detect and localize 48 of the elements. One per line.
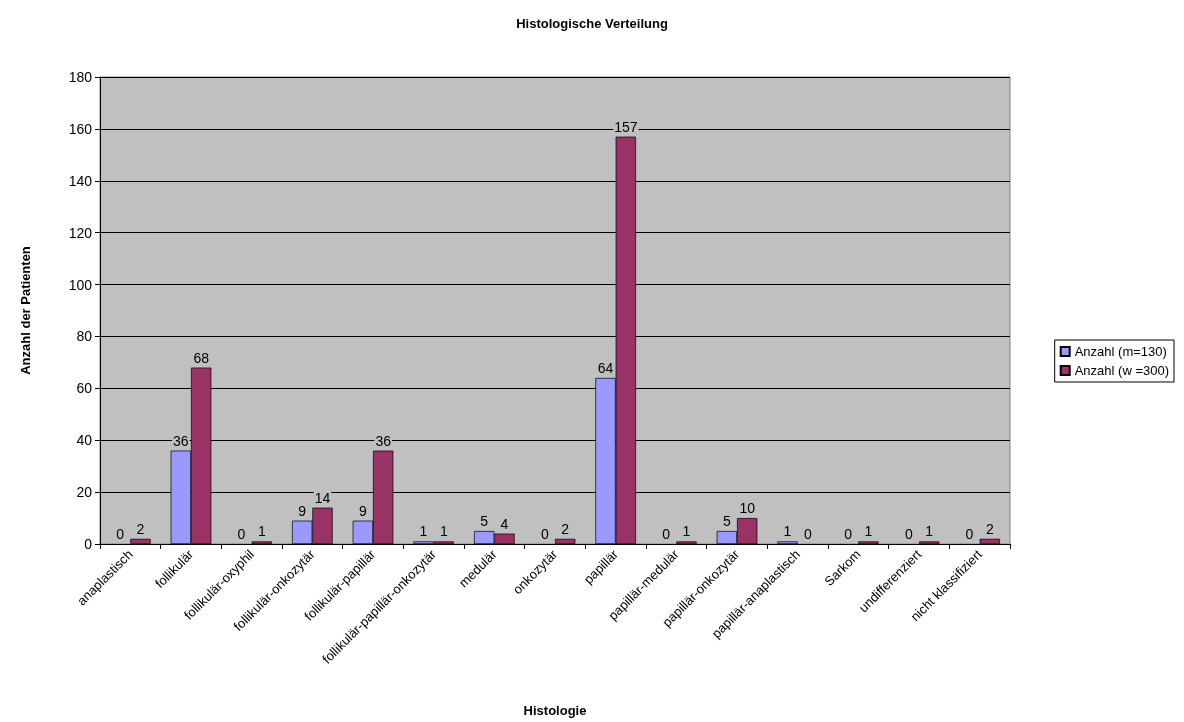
y-tick-label: 80 bbox=[76, 328, 93, 345]
bar bbox=[555, 538, 576, 544]
legend-label: Anzahl (m=130) bbox=[1074, 344, 1167, 359]
data-label: 0 bbox=[904, 526, 913, 542]
data-label: 1 bbox=[783, 523, 792, 540]
data-label: 0 bbox=[844, 526, 853, 542]
chart-title: Histologische Verteilung bbox=[516, 16, 668, 31]
data-label: 68 bbox=[193, 349, 210, 366]
data-label: 9 bbox=[298, 502, 307, 519]
bar bbox=[130, 538, 151, 544]
data-label: 0 bbox=[965, 526, 974, 542]
data-label: 1 bbox=[925, 523, 934, 540]
data-label: 4 bbox=[500, 515, 509, 532]
y-tick-label: 20 bbox=[76, 484, 93, 501]
data-label: 1 bbox=[864, 523, 873, 540]
bar bbox=[979, 538, 1000, 544]
x-axis-title: Histologie bbox=[523, 703, 587, 718]
data-label: 5 bbox=[480, 513, 489, 530]
data-label: 157 bbox=[614, 118, 638, 135]
data-label: 1 bbox=[257, 523, 266, 540]
y-tick-label: 160 bbox=[68, 120, 93, 137]
y-tick-label: 60 bbox=[76, 380, 93, 397]
data-label: 36 bbox=[375, 432, 392, 449]
data-label: 2 bbox=[561, 520, 570, 537]
y-tick-label: 120 bbox=[68, 224, 93, 241]
data-label: 14 bbox=[314, 489, 331, 506]
y-axis-title: Anzahl der Patienten bbox=[18, 246, 33, 375]
legend-label: Anzahl (w =300) bbox=[1074, 363, 1170, 378]
data-label: 1 bbox=[419, 523, 428, 540]
data-label: 1 bbox=[439, 523, 448, 540]
data-label: 0 bbox=[803, 526, 812, 542]
data-label: 0 bbox=[116, 526, 125, 542]
y-tick-label: 0 bbox=[84, 536, 93, 552]
data-label: 0 bbox=[540, 526, 549, 542]
data-label: 2 bbox=[136, 520, 145, 537]
y-tick-label: 100 bbox=[68, 276, 93, 293]
data-label: 9 bbox=[358, 502, 367, 519]
y-tick-label: 140 bbox=[68, 172, 93, 189]
data-label: 64 bbox=[597, 359, 614, 376]
data-label: 2 bbox=[985, 520, 994, 537]
y-tick-label: 180 bbox=[68, 69, 93, 85]
data-label: 0 bbox=[237, 526, 246, 542]
data-label: 5 bbox=[722, 513, 731, 530]
y-tick-label: 40 bbox=[76, 432, 93, 449]
data-label: 1 bbox=[682, 523, 691, 540]
data-label: 10 bbox=[739, 500, 756, 517]
data-label: 36 bbox=[173, 432, 189, 449]
data-label: 0 bbox=[662, 526, 671, 542]
